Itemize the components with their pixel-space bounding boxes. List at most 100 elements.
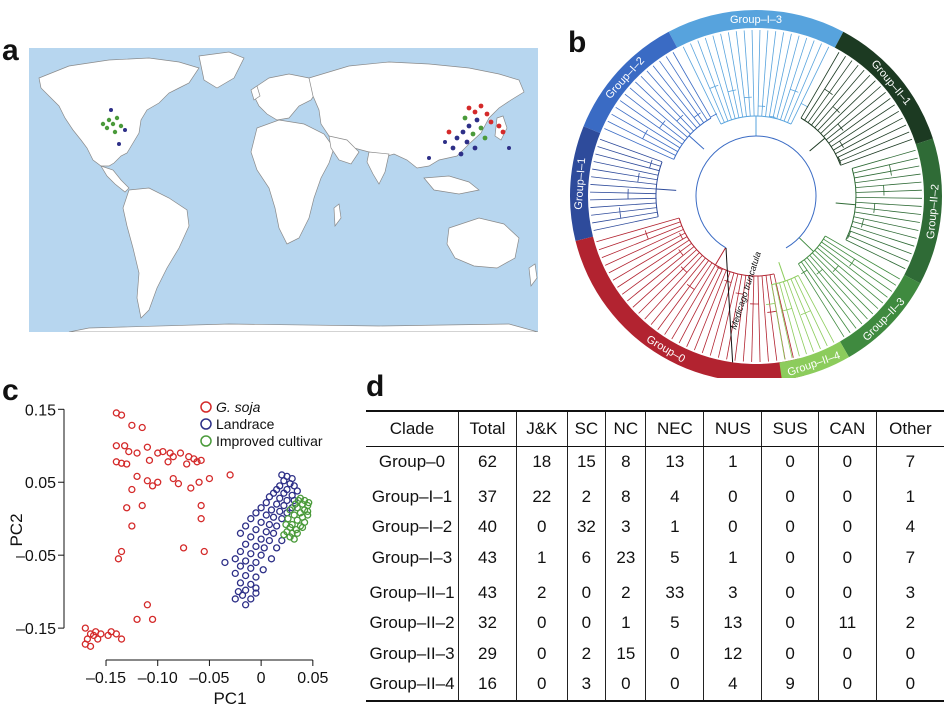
tree-clade-arc — [744, 96, 752, 99]
tree-leaf-branch — [629, 87, 688, 138]
tree-leaf-branch — [812, 252, 874, 315]
tree-clade-arc — [709, 84, 719, 89]
table-cell: 0 — [605, 669, 647, 702]
scatter-point — [174, 480, 183, 488]
legend-marker — [200, 401, 212, 413]
scatter-point — [138, 501, 146, 510]
scatter-point — [200, 547, 208, 556]
scatter-point — [117, 547, 126, 556]
scatter-point — [133, 615, 141, 624]
tree-leaf-branch — [751, 30, 755, 117]
table-cell: 32 — [567, 512, 607, 543]
scatter-point — [197, 456, 205, 465]
scatter-point — [265, 493, 274, 501]
table-cell: 0 — [761, 477, 819, 513]
table-cell: 0 — [516, 638, 568, 670]
tree-leaf-branch — [840, 138, 913, 166]
pca-points — [81, 409, 313, 651]
clade-distribution-table: Clade Total J&K SC NC NEC NUS SUS CAN Other Group… — [366, 410, 944, 702]
tree-clade-arc — [727, 89, 737, 93]
scatter-point — [293, 516, 301, 524]
scatter-point — [280, 501, 288, 510]
table-cell: 0 — [818, 573, 877, 608]
scatter-point — [221, 558, 229, 567]
scatter-point — [252, 509, 260, 517]
tree-leaf-branch — [712, 35, 736, 119]
table-cell: 9 — [761, 669, 819, 702]
column-header: NUS — [703, 410, 763, 447]
tree-leaf-branch — [830, 104, 895, 147]
legend-label: Improved cultivar — [216, 433, 323, 449]
tree-leaf-branch — [819, 244, 888, 298]
table-row: Group–I–3 43 1 6 23 5 1 0 0 7 — [366, 542, 944, 574]
table-row: Group–II–2 32 0 0 1 5 13 0 11 2 — [366, 607, 944, 639]
scatter-point — [231, 595, 239, 603]
tree-leaf-branch — [806, 257, 863, 325]
table-cell: 62 — [458, 446, 517, 478]
table-cell: 0 — [761, 542, 819, 574]
table-cell: 37 — [458, 477, 517, 513]
pca-scatter-plot: –0.15 –0.10 –0.05 0 0.05 0.15 0.05 –0.05 –0.15 G… — [7, 399, 329, 708]
tree-leaf-branch — [619, 100, 683, 145]
tree-clade-arc — [837, 156, 842, 164]
tree-clade-arc — [800, 103, 809, 108]
table-cell: 11 — [818, 607, 877, 639]
tree-stem — [688, 135, 705, 150]
scatter-point — [269, 489, 278, 497]
table-cell: 4 — [703, 669, 763, 702]
table-cell: 18 — [516, 446, 568, 478]
scatter-point — [128, 485, 136, 494]
table-cell: 40 — [458, 512, 517, 543]
tree-leaf-branch — [855, 181, 922, 189]
legend-marker — [200, 418, 212, 430]
scatter-point — [128, 522, 136, 530]
scatter-point — [89, 631, 98, 640]
x-axis-label: PC1 — [213, 689, 246, 708]
legend-label: G. soja — [216, 399, 261, 415]
tree-clade-arc — [678, 249, 684, 256]
column-header: CAN — [818, 410, 877, 447]
table-cell: 22 — [516, 477, 568, 513]
tree-clade-arc — [680, 266, 688, 273]
y-tick-label: 0.05 — [25, 475, 56, 492]
tree-leaf-branch — [638, 252, 700, 314]
panel-letter-c: c — [2, 374, 19, 407]
scatter-point — [290, 496, 298, 505]
pca-axes: –0.15 –0.10 –0.05 0 0.05 0.15 0.05 –0.05 –0.15 — [16, 402, 329, 687]
tree-leaf-branch — [757, 30, 761, 117]
column-header: NC — [605, 410, 647, 447]
map-points-east-asia — [427, 103, 511, 160]
tree-leaf-branch — [735, 31, 747, 117]
tree-clade-arc — [686, 284, 695, 290]
tree-internal-arc — [720, 115, 792, 125]
scatter-point — [197, 515, 205, 523]
table-cell: Group–I–3 — [366, 542, 459, 574]
table-cell: 3 — [905, 582, 916, 602]
scatter-point — [197, 501, 205, 510]
tree-leaf-branch — [693, 270, 727, 351]
legend-label: Landrace — [216, 416, 275, 432]
tree-leaf-branch — [765, 31, 777, 117]
tree-leaf-branch — [761, 275, 769, 362]
tree-leaf-branch — [794, 277, 828, 347]
table-row: Group–I–1 37 22 2 8 4 0 0 0 1 — [366, 477, 944, 513]
tree-clade-arc — [801, 269, 808, 275]
tree-leaf-branch — [593, 216, 659, 231]
table-cell: 3 — [567, 669, 607, 702]
tree-clade-arc — [710, 113, 718, 118]
table-cell: 5 — [645, 607, 705, 639]
tree-leaf-branch — [644, 255, 703, 320]
table-cell: Group–II–1 — [366, 573, 459, 608]
scatter-point — [81, 624, 89, 632]
tree-leaf-branch — [672, 52, 712, 119]
scatter-point — [252, 573, 260, 581]
table-row: Group–0 62 18 15 8 13 1 0 0 7 — [366, 446, 944, 478]
table-cell: 1 — [516, 542, 568, 574]
table-cell: 5 — [645, 542, 705, 574]
table-cell: 23 — [605, 542, 647, 574]
tree-clade-arc — [619, 207, 622, 219]
tree-clade-arc — [888, 164, 892, 176]
table-cell: 3 — [605, 512, 647, 543]
scatter-point — [187, 484, 195, 492]
